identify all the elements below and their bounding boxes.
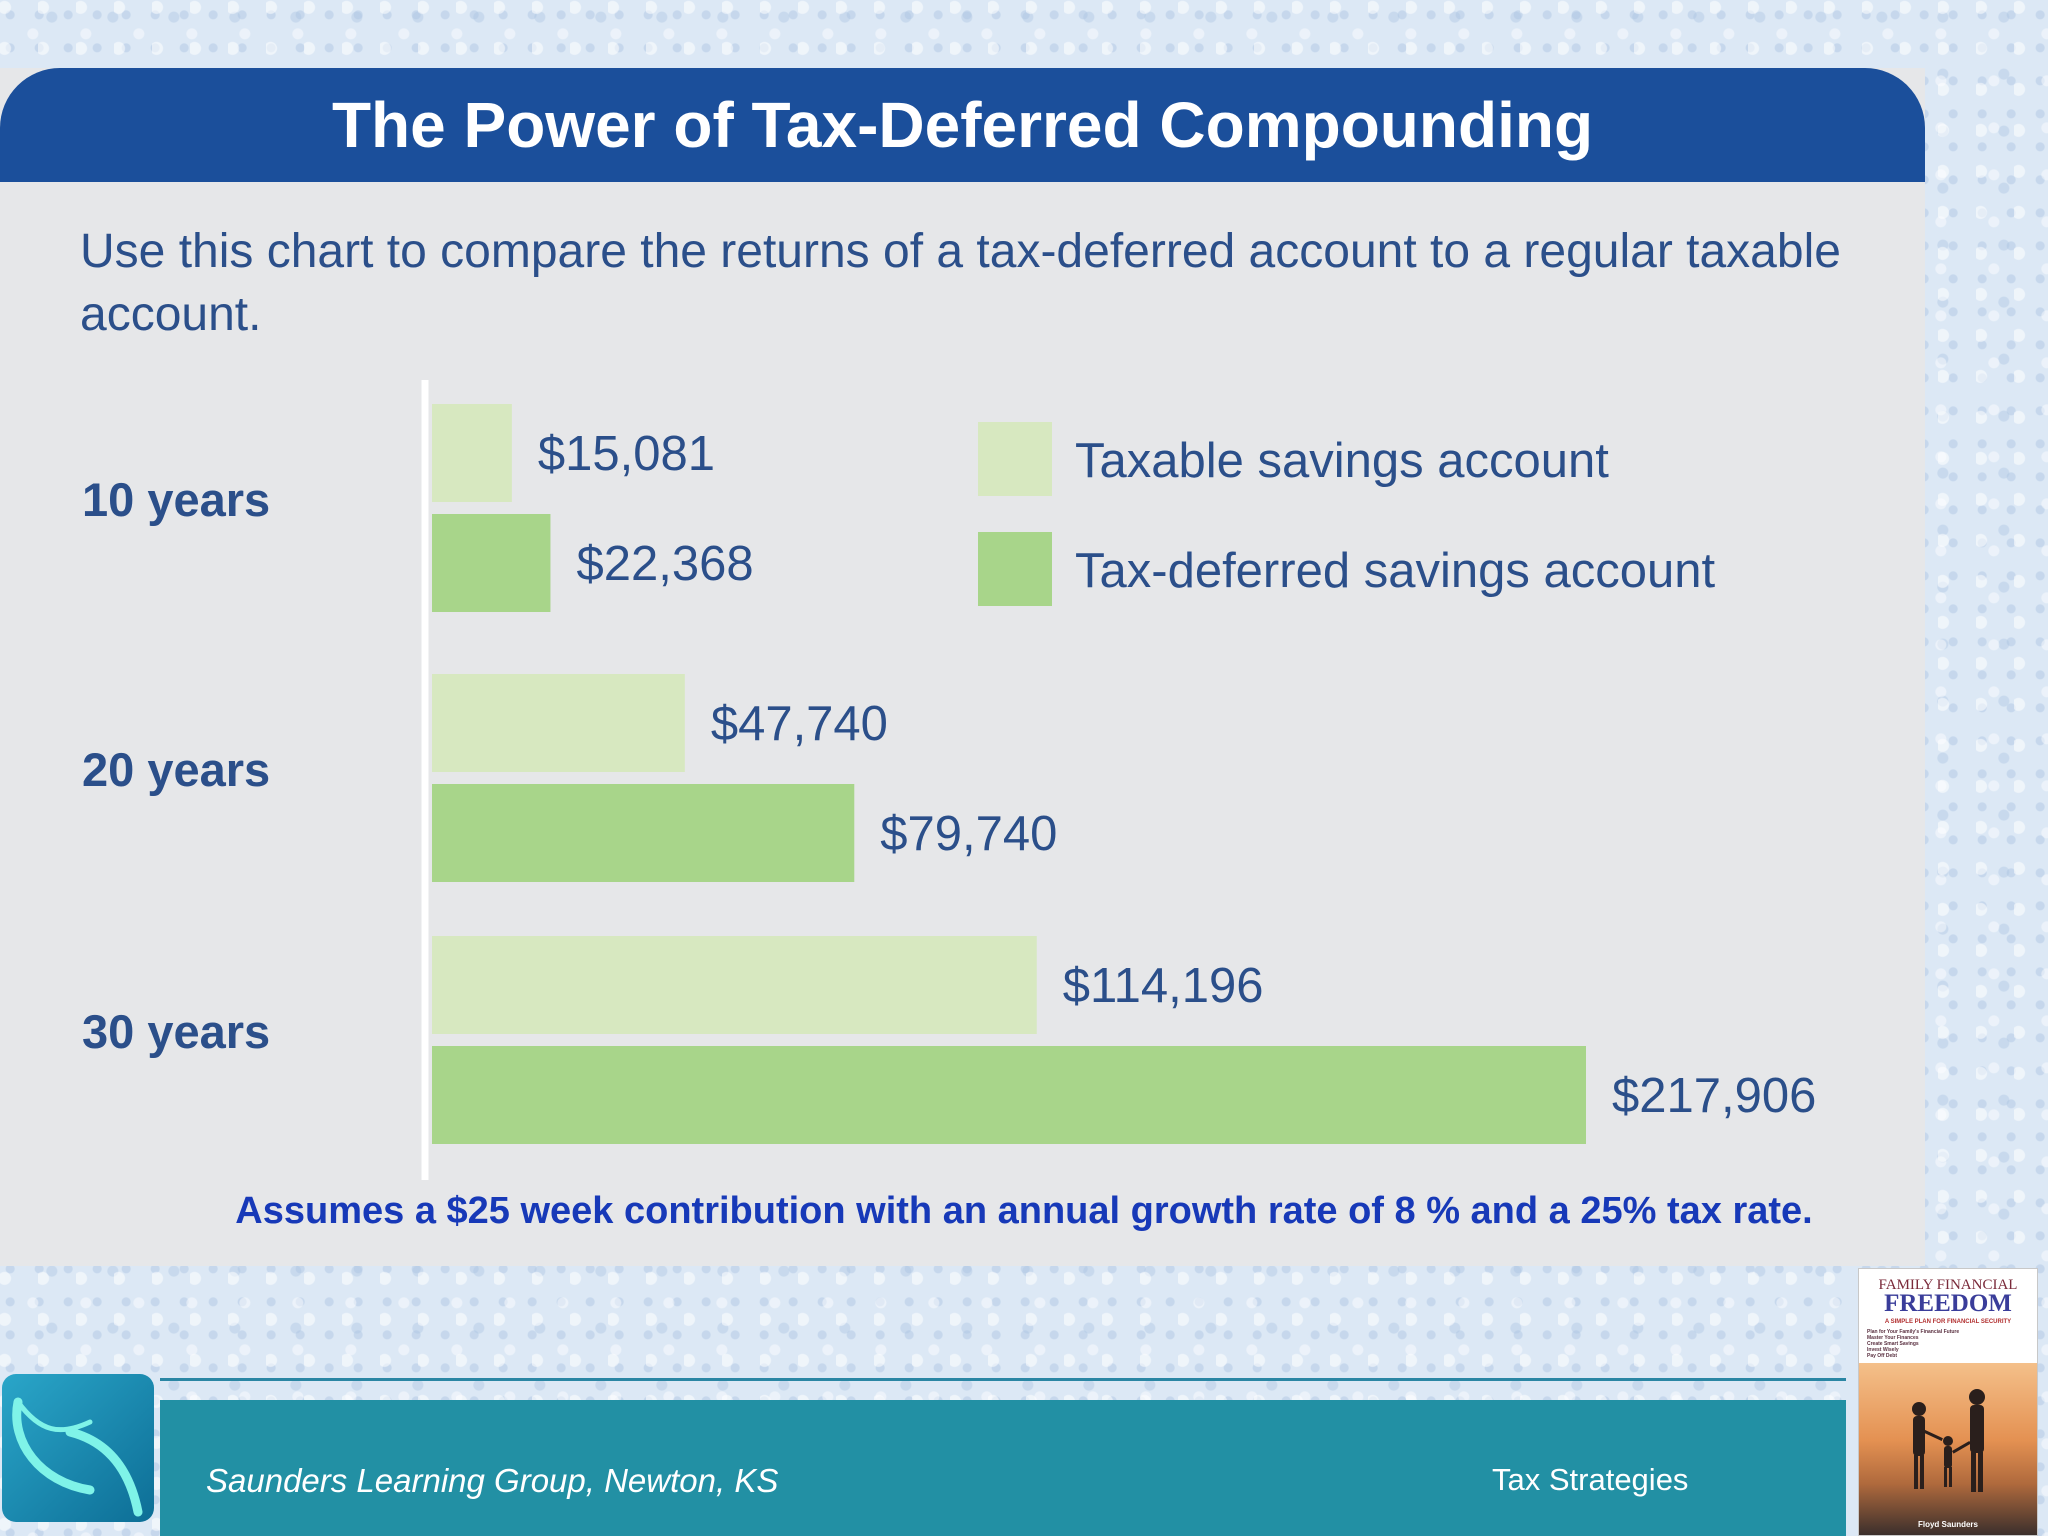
data-label: $79,740 (880, 807, 1057, 861)
bar (432, 936, 1037, 1034)
assumptions-footnote: Assumes a $25 week contribution with an … (235, 1190, 1813, 1232)
book-bullet: Create Smart Savings (1867, 1341, 1919, 1347)
bar (432, 1046, 1586, 1144)
book-title-line2: FREEDOM (1884, 1290, 2012, 1317)
bar (432, 784, 855, 882)
bar (432, 404, 512, 502)
family-silhouette-icon (1912, 1389, 1985, 1492)
book-bullet: Pay Off Debt (1867, 1353, 1897, 1359)
y-tick-label: 10 years (82, 473, 270, 526)
title-banner: The Power of Tax-Deferred Compounding (0, 68, 1925, 182)
book-bullet: Plan for Your Family's Financial Future (1867, 1329, 1959, 1335)
bar (432, 514, 551, 612)
book-title-line1: FAMILY FINANCIAL (1879, 1277, 2018, 1293)
book-bullet: Master Your Finances (1867, 1335, 1919, 1341)
footer-topic: Tax Strategies (1492, 1462, 1689, 1497)
legend-swatch (978, 422, 1052, 496)
data-label: $114,196 (1063, 959, 1264, 1013)
data-label: $47,740 (711, 697, 888, 751)
data-label: $22,368 (576, 537, 753, 591)
legend-swatch (978, 532, 1052, 606)
book-author: Floyd Saunders (1918, 1520, 1979, 1529)
legend-label: Taxable savings account (1075, 434, 1609, 488)
bar (432, 674, 685, 772)
chart-subtitle: Use this chart to compare the returns of… (80, 225, 1841, 341)
y-tick-label: 30 years (82, 1005, 270, 1058)
book-cover-art: FAMILY FINANCIAL FREEDOM A SIMPLE PLAN F… (1859, 1277, 2037, 1535)
y-tick-label: 20 years (82, 743, 270, 796)
data-label: $217,906 (1612, 1069, 1816, 1123)
book-bullet: Invest Wisely (1867, 1347, 1899, 1353)
book-tagline: A SIMPLE PLAN FOR FINANCIAL SECURITY (1885, 1319, 2011, 1325)
organization-logo-icon (2, 1374, 154, 1522)
book-cover: FAMILY FINANCIAL FREEDOM A SIMPLE PLAN F… (1858, 1268, 2038, 1536)
footer-bar (160, 1400, 1846, 1536)
legend-label: Tax-deferred savings account (1075, 544, 1715, 598)
footer-organization: Saunders Learning Group, Newton, KS (206, 1462, 779, 1499)
data-label: $15,081 (538, 427, 715, 481)
page-title: The Power of Tax-Deferred Compounding (331, 89, 1594, 161)
footer-divider (160, 1378, 1846, 1381)
